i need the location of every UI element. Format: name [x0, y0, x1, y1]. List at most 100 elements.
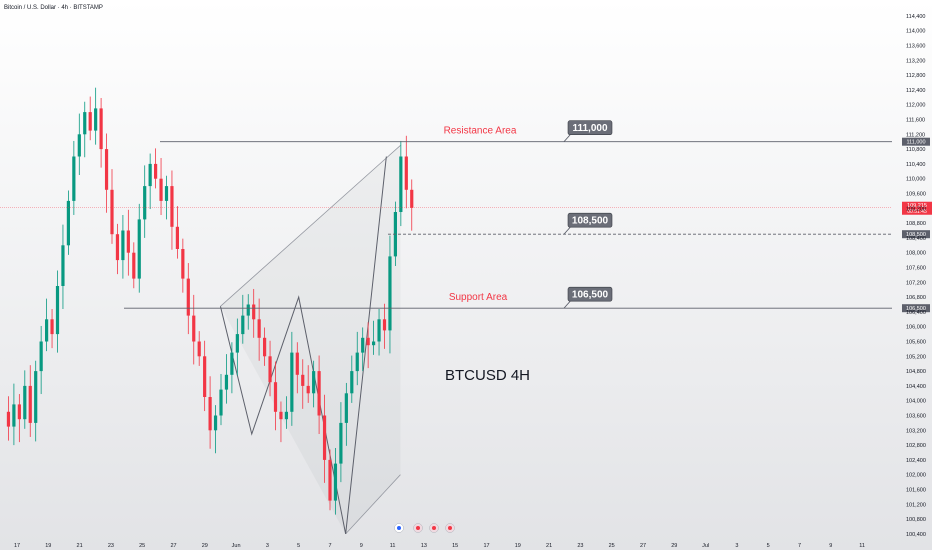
candle-body — [175, 226, 179, 249]
candle-body — [312, 371, 316, 394]
candle-body — [12, 404, 16, 427]
candle-body — [399, 156, 403, 212]
candle-body — [328, 459, 332, 501]
candle-body — [372, 341, 376, 346]
y-tick-label: 102,400 — [906, 458, 926, 464]
y-tick-label: 108,400 — [906, 236, 926, 242]
axis-level-tag — [902, 137, 930, 146]
y-tick-label: 107,200 — [906, 280, 926, 286]
current-price-value: 109,215 — [907, 203, 927, 209]
candle-body — [295, 352, 299, 375]
candle-body — [45, 319, 49, 342]
y-tick-label: 106,800 — [906, 295, 926, 301]
candle-body — [99, 108, 103, 150]
candle-body — [301, 374, 305, 386]
candle-body — [197, 341, 201, 357]
candle-body — [224, 374, 229, 390]
y-tick-label: 107,600 — [906, 266, 926, 272]
candle-body — [257, 319, 261, 338]
y-tick-label: 108,000 — [906, 251, 926, 257]
y-tick-label: 103,200 — [906, 428, 926, 434]
axis-level-tag-label: 106,500 — [906, 306, 926, 312]
y-tick-label: 100,800 — [906, 517, 926, 523]
y-tick-label: 111,600 — [906, 118, 925, 124]
y-tick-label: 101,600 — [906, 488, 926, 494]
x-tick-label: 27 — [170, 543, 176, 549]
y-tick-label: 102,000 — [906, 473, 926, 479]
candle-body — [246, 304, 250, 316]
x-tick-label: 3 — [735, 543, 738, 549]
event-icon-dot — [432, 526, 436, 530]
x-tick-label: 17 — [483, 543, 489, 549]
y-tick-label: 105,600 — [906, 340, 926, 346]
x-tick-label: 27 — [640, 543, 646, 549]
candle-body — [104, 149, 109, 190]
candle-body — [88, 112, 92, 131]
y-tick-label: 104,000 — [906, 399, 926, 405]
y-tick-label: 111,200 — [906, 132, 925, 138]
level-name: Support Area — [449, 292, 508, 303]
x-tick-label: 11 — [390, 543, 396, 549]
y-tick-label: 106,000 — [906, 325, 926, 331]
level-name: Resistance Area — [444, 126, 517, 137]
event-icon-dot — [416, 526, 420, 530]
x-tick-label: 23 — [577, 543, 583, 549]
callout-box — [567, 212, 613, 228]
candle-body — [115, 234, 120, 261]
candle-body — [159, 178, 163, 201]
candle-body — [192, 315, 196, 342]
candle-body — [339, 422, 343, 464]
current-price-countdown: 00:51:45 — [907, 209, 927, 215]
y-tick-label: 109,600 — [906, 192, 926, 198]
x-tick-label: 15 — [452, 543, 458, 549]
candle-body — [404, 156, 408, 190]
x-tick-label: 3 — [266, 543, 269, 549]
candle-body — [55, 286, 60, 335]
x-tick-label: 11 — [859, 543, 865, 549]
x-tick-label: 25 — [139, 543, 145, 549]
candle-body — [121, 230, 125, 261]
candle-body — [213, 415, 218, 431]
candle-body — [126, 230, 130, 253]
y-tick-label: 100,400 — [906, 532, 926, 538]
candle-body — [263, 337, 267, 357]
candle-body — [355, 352, 359, 372]
current-price-tag — [902, 201, 932, 215]
candle-body — [181, 249, 185, 279]
y-tick-label: 114,000 — [906, 29, 925, 35]
candle-body — [66, 200, 70, 246]
candle-body — [344, 393, 348, 423]
x-tick-label: 9 — [829, 543, 832, 549]
event-icon-dot — [448, 526, 452, 530]
y-tick-label: 112,000 — [906, 103, 925, 109]
candle-body — [137, 219, 141, 279]
y-tick-label: 106,400 — [906, 310, 926, 316]
candle-body — [361, 337, 365, 353]
candle-body — [382, 319, 387, 331]
zigzag-pattern-line — [219, 156, 387, 534]
candle-body — [388, 256, 392, 331]
candle-body — [410, 189, 414, 208]
axis-level-tag-label: 111,000 — [906, 140, 925, 146]
y-tick-label: 105,200 — [906, 354, 926, 360]
callout-box — [567, 286, 613, 302]
candle-body — [219, 389, 223, 416]
pattern-trendline-upper — [220, 145, 401, 307]
callout-value: 111,000 — [572, 123, 607, 134]
axis-level-tag — [902, 230, 930, 239]
candle-body — [306, 385, 310, 394]
x-tick-label: 13 — [421, 543, 427, 549]
candle-body — [83, 112, 87, 135]
candle-body — [72, 156, 76, 201]
candle-body — [164, 186, 169, 201]
x-tick-label: 5 — [767, 543, 770, 549]
candle-body — [94, 108, 98, 131]
candle-body — [77, 134, 81, 157]
candle-body — [322, 415, 327, 460]
y-tick-label: 104,800 — [906, 369, 926, 375]
candle-body — [317, 371, 321, 416]
x-tick-label: 21 — [546, 543, 552, 549]
candle-body — [50, 319, 54, 335]
